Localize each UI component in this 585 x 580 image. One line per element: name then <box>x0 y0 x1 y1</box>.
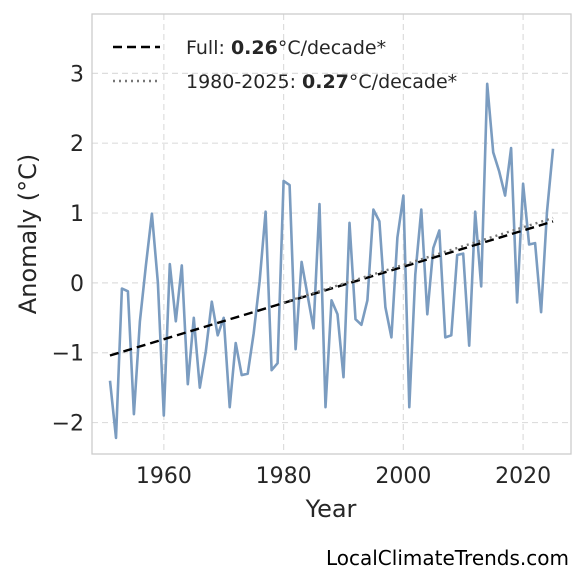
x-tick-label: 2020 <box>495 464 551 489</box>
y-axis-title: Anomaly (°C) <box>14 154 42 314</box>
anomaly-series-line <box>108 82 555 440</box>
legend-entry: 1980-2025: 0.27°C/decade* <box>186 71 457 93</box>
trend-line-1980-2025 <box>283 216 554 304</box>
y-tick-label: −2 <box>52 412 84 437</box>
tick-labels: 1960 1980 2000 2020 −2 −1 0 1 2 3 <box>52 62 552 489</box>
legend-rate: 0.26 <box>231 37 278 59</box>
y-tick-label: 2 <box>70 132 84 157</box>
y-tick-label: −1 <box>52 342 84 367</box>
legend-prefix: 1980-2025: <box>186 71 302 93</box>
x-tick-label: 2000 <box>375 464 431 489</box>
legend: Full: 0.26°C/decade*1980-2025: 0.27°C/de… <box>113 37 457 93</box>
site-credit: LocalClimateTrends.com <box>325 546 569 570</box>
y-tick-label: 3 <box>70 62 84 87</box>
legend-prefix: Full: <box>186 37 231 59</box>
legend-entry: Full: 0.26°C/decade* <box>186 37 386 59</box>
x-axis-title: Year <box>305 495 357 523</box>
plot-frame <box>91 13 572 455</box>
y-tick-label: 1 <box>70 202 84 227</box>
legend-suffix: °C/decade* <box>349 71 457 93</box>
legend-rate: 0.27 <box>302 71 349 93</box>
y-tick-label: 0 <box>70 272 84 297</box>
x-tick-label: 1980 <box>256 464 312 489</box>
legend-suffix: °C/decade* <box>278 37 386 59</box>
x-tick-label: 1960 <box>136 464 192 489</box>
plot-lines <box>108 82 555 440</box>
